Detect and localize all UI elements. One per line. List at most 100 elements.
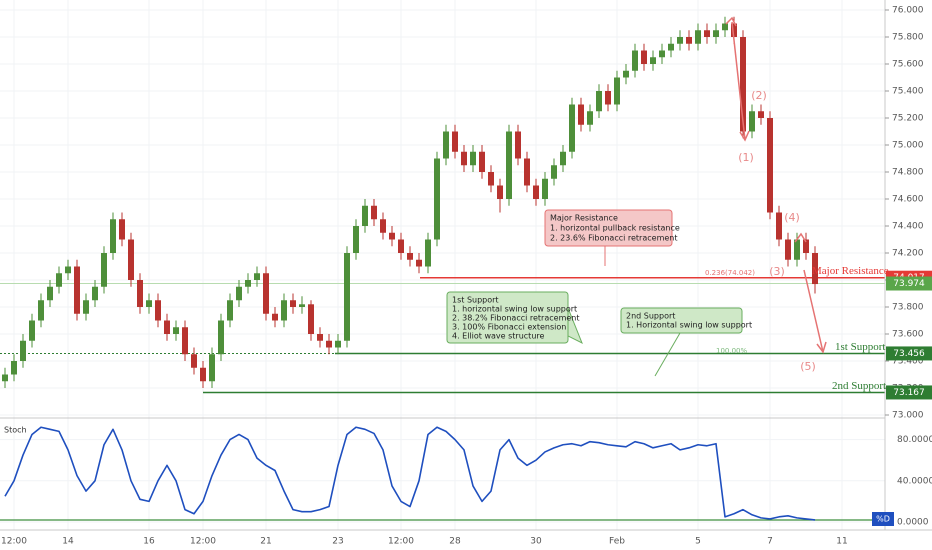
candle-body <box>560 151 566 166</box>
y-tick-label: 73.000 <box>892 411 924 421</box>
candle-body <box>56 273 62 287</box>
level-label: 2nd Support <box>832 380 886 392</box>
y-tick-label: 73.400 <box>892 357 924 367</box>
candle-body <box>83 300 89 314</box>
callout-text: 1. Horizontal swing low support <box>626 321 752 330</box>
candle-body <box>362 205 368 226</box>
wave-arrow <box>803 269 824 353</box>
x-tick-label: 30 <box>530 537 542 547</box>
candle-body <box>497 185 503 199</box>
callout-text: 2. 23.6% Fibonacci retracement <box>550 234 678 243</box>
y-tick-label: 75.600 <box>892 60 924 70</box>
candle-body <box>155 300 161 321</box>
candle-body <box>191 354 197 368</box>
candle-body <box>659 50 665 58</box>
candle-body <box>506 131 512 199</box>
y-tick-label: 74.800 <box>892 168 924 178</box>
candle-body <box>236 286 242 301</box>
candle-body <box>452 131 458 152</box>
candle-body <box>569 104 575 152</box>
candle-body <box>578 104 584 125</box>
callout-box <box>544 209 673 247</box>
candle-body <box>218 320 224 355</box>
callout-text: Major Resistance <box>550 214 618 223</box>
candle-body <box>65 266 71 274</box>
callout-text: 1. horizontal swing low support <box>452 305 577 314</box>
candle-body <box>623 70 629 78</box>
candle-body <box>38 300 44 321</box>
candle-body <box>470 151 476 166</box>
price-badge-label: 73.167 <box>893 388 925 398</box>
stoch-title: Stoch <box>4 426 27 435</box>
candle-body <box>767 118 773 213</box>
levels <box>0 276 885 394</box>
candle-body <box>326 340 332 348</box>
candle-body <box>74 266 80 314</box>
candle-body <box>254 273 260 280</box>
candle-body <box>263 273 269 314</box>
callout-text: 1. horizontal pullback resistance <box>550 224 680 233</box>
x-tick-label: 23 <box>332 537 343 547</box>
candle-body <box>344 253 350 341</box>
candle-body <box>650 57 656 64</box>
candle-body <box>200 367 206 382</box>
candles <box>2 16 818 388</box>
x-tick-label: Feb <box>609 537 625 547</box>
wave-label: (5) <box>800 360 816 373</box>
candle-body <box>20 340 26 361</box>
candle-body <box>110 219 116 253</box>
wave-arrows <box>725 16 827 354</box>
candle-body <box>272 313 278 321</box>
candle-body <box>614 77 620 105</box>
grid <box>0 0 885 530</box>
candle-body <box>407 253 413 260</box>
x-tick-label: 12:00 <box>1 537 27 547</box>
wave-label: (2) <box>751 89 767 102</box>
candle-body <box>380 219 386 233</box>
x-tick-label: 5 <box>695 537 701 547</box>
callout-text: 4. Elliot wave structure <box>452 332 545 341</box>
wave-label: (4) <box>784 211 800 224</box>
candle-body <box>686 37 692 44</box>
callout-text: 3. 100% Fibonacci extension <box>452 323 566 332</box>
stoch-line <box>4 426 816 521</box>
price-badge-label: 73.974 <box>893 279 925 289</box>
level-label: Major Resistance <box>812 265 889 277</box>
candle-body <box>371 205 377 220</box>
y-tick-label: 74.400 <box>892 222 924 232</box>
candle-body <box>425 239 431 267</box>
legend-badge <box>872 512 894 526</box>
candle-body <box>290 300 296 307</box>
candle-body <box>209 354 215 382</box>
candle-body <box>317 334 323 341</box>
x-tick-label: 14 <box>62 537 74 547</box>
wave-arrow-head <box>739 130 750 142</box>
candle-body <box>596 91 602 112</box>
y-tick-label: 75.000 <box>892 141 924 151</box>
wave-arrow-head <box>816 341 827 354</box>
candle-body <box>776 212 782 240</box>
y-tick-label: 75.800 <box>892 33 924 43</box>
candle-body <box>785 239 791 260</box>
candle-body <box>551 165 557 179</box>
wave-label: (3) <box>769 265 785 278</box>
price-badge-label: 73.456 <box>893 349 925 359</box>
x-tick-label: 7 <box>767 537 773 547</box>
candle-body <box>101 253 107 287</box>
wave-top <box>725 16 737 27</box>
y-tick-label: 74.600 <box>892 195 924 205</box>
price-badge <box>886 276 932 291</box>
candle-body <box>641 50 647 64</box>
callout-text: 2. 38.2% Fibonacci retracement <box>452 314 580 323</box>
candle-body <box>524 158 530 186</box>
candle-body <box>803 239 809 253</box>
candle-body <box>731 23 737 37</box>
candle-body <box>11 361 17 375</box>
candle-body <box>605 91 611 105</box>
candle-body <box>227 300 233 321</box>
candle-body <box>812 253 818 285</box>
x-tick-label: 12:00 <box>388 537 414 547</box>
candle-body <box>416 259 422 267</box>
candle-body <box>461 151 467 166</box>
candle-body <box>2 374 8 382</box>
